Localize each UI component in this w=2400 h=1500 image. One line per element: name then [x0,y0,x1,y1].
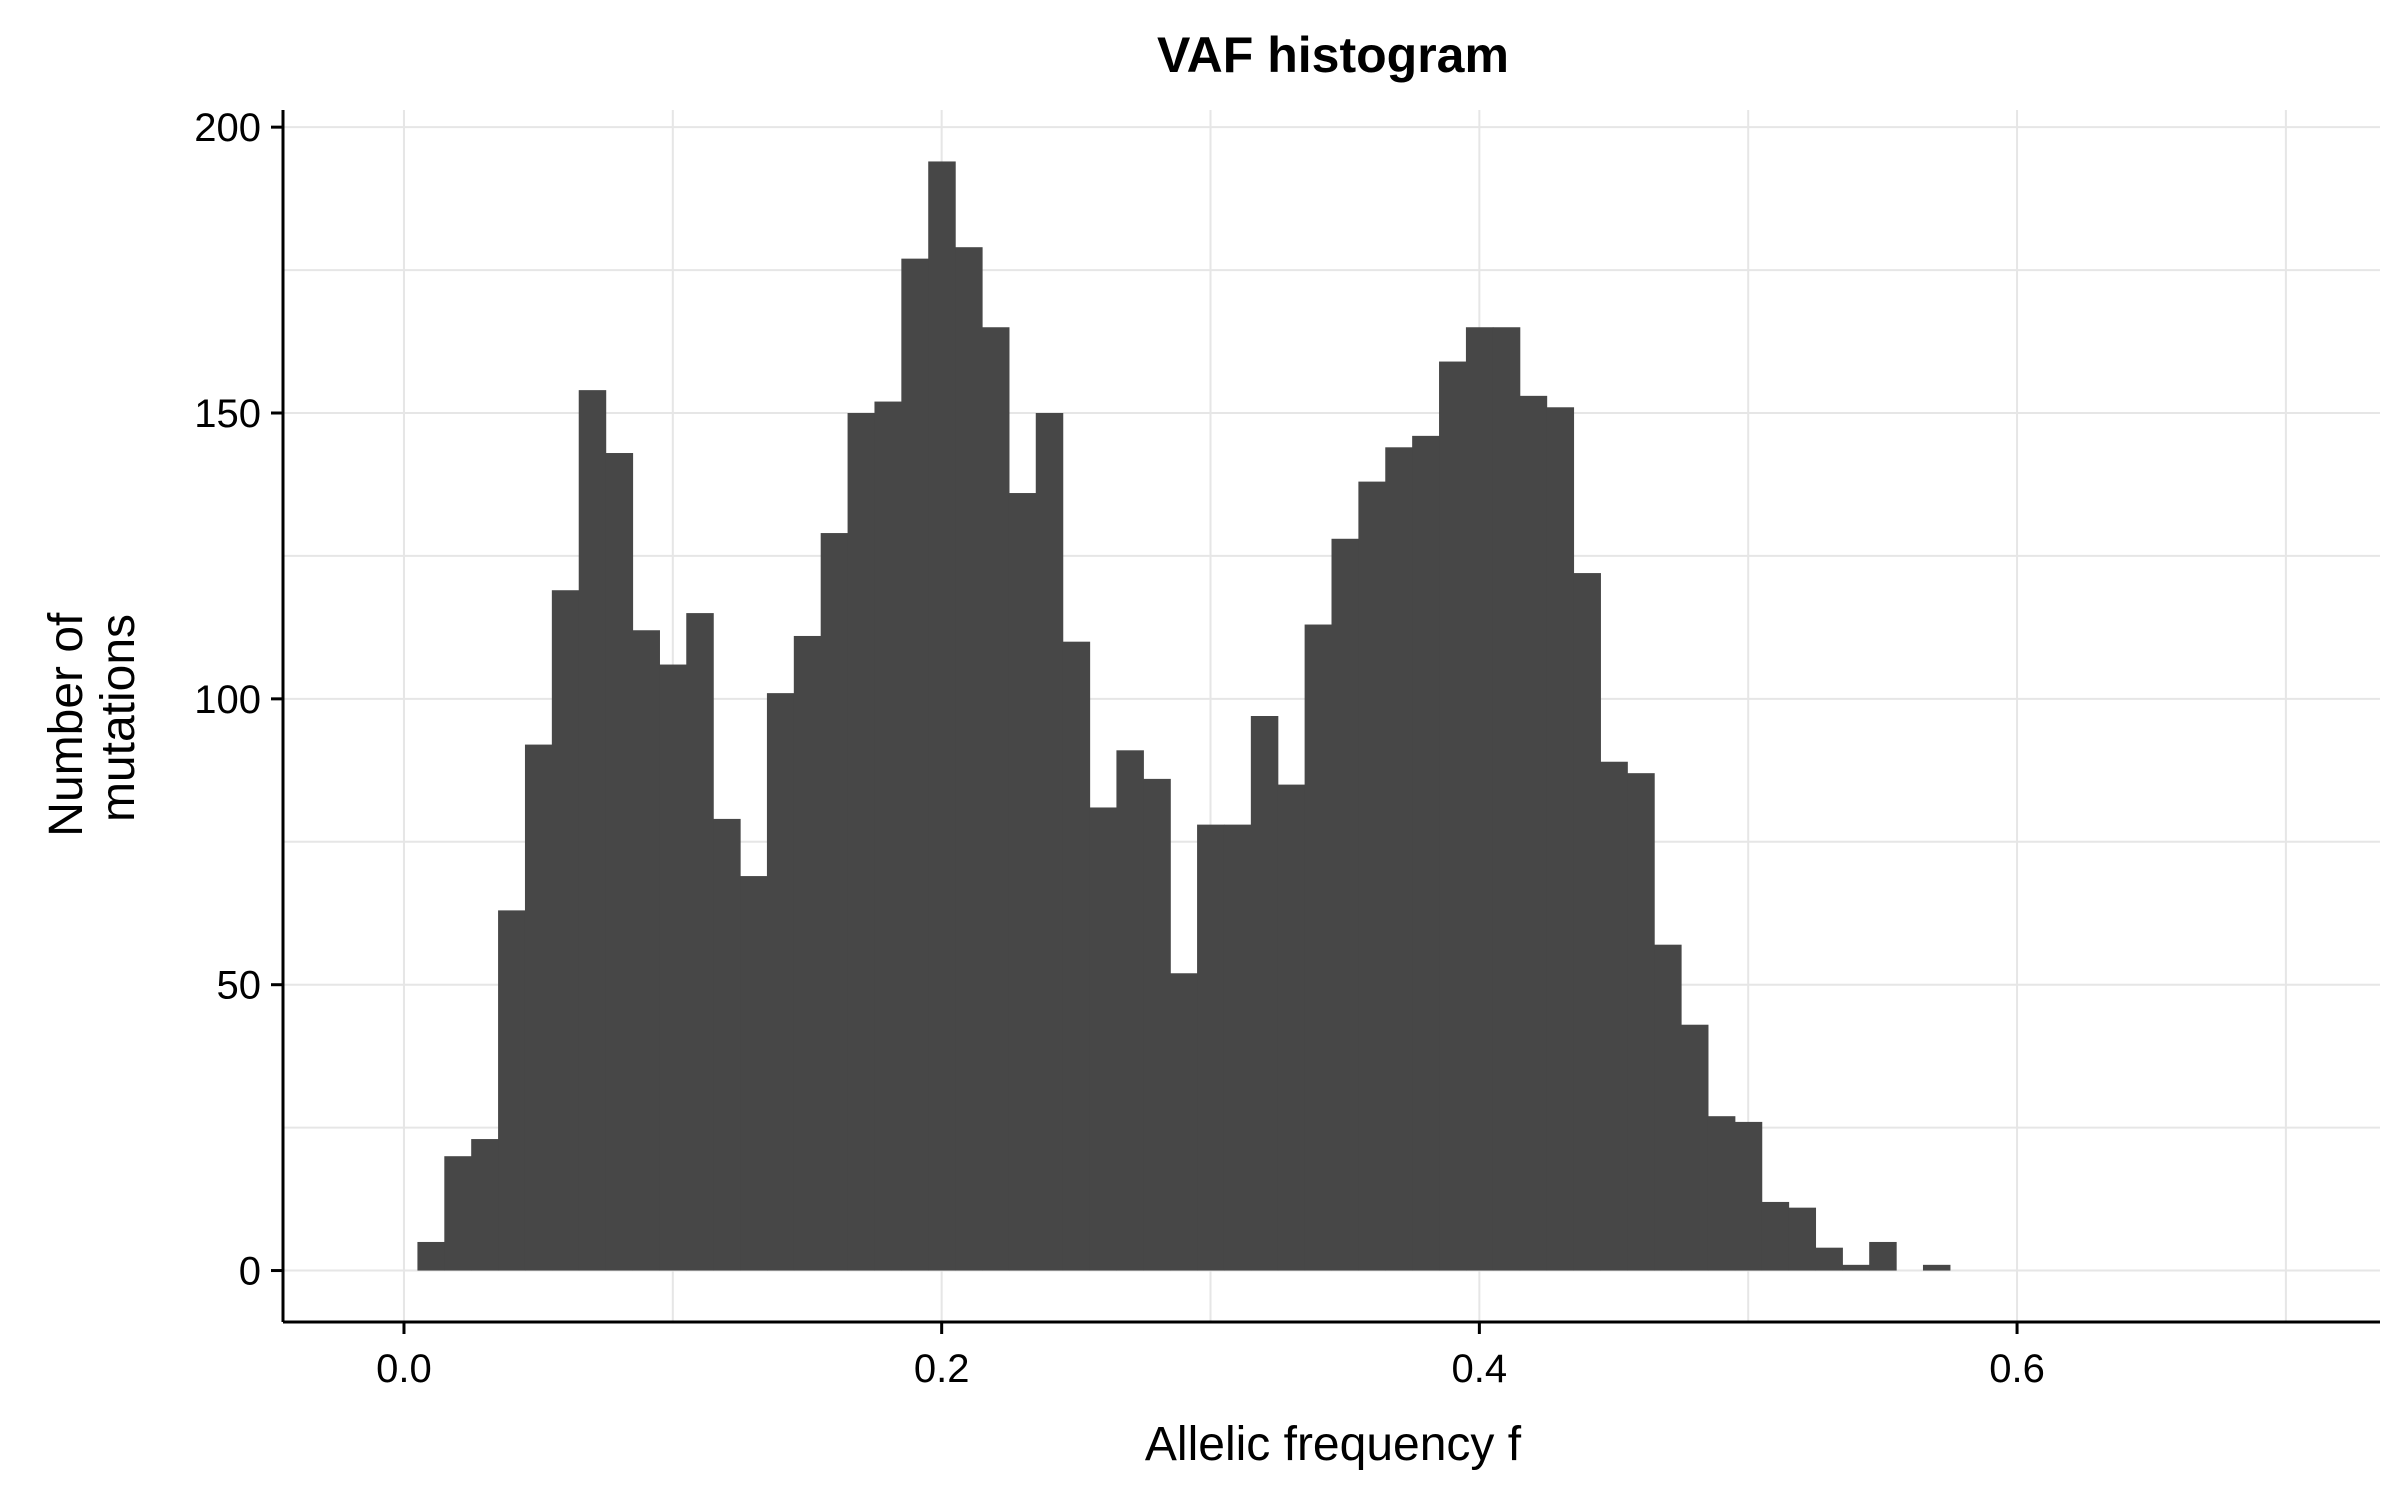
histogram-bar [1546,407,1575,1271]
histogram-bar [874,401,902,1271]
x-tick-label: 0.4 [1452,1347,1508,1391]
histogram-bar [1197,824,1225,1271]
histogram-bar [1761,1201,1790,1271]
histogram-bar [417,1241,445,1271]
histogram-bar [713,818,741,1271]
histogram-bar [766,693,795,1271]
histogram-bar [1815,1247,1843,1271]
histogram-bar [901,258,929,1271]
y-tick-label: 50 [217,964,262,1008]
histogram-bar [928,161,956,1271]
x-tick-label: 0.6 [1989,1347,2045,1391]
y-tick-label: 200 [194,106,261,150]
histogram-bar [1250,716,1279,1271]
x-tick-label: 0.0 [376,1347,432,1391]
histogram-bar [1707,1116,1736,1271]
histogram-bar [982,327,1010,1271]
histogram-bar [1869,1241,1897,1271]
histogram-bar [1465,327,1494,1271]
histogram-bar [686,613,714,1271]
axes: 0.0 0.2 0.4 0.6 0 50 100 150 200 [194,106,2380,1391]
histogram-bar [1062,641,1091,1271]
histogram-bar [632,630,660,1271]
histogram-bar [659,664,687,1271]
y-tick-label: 150 [194,392,261,436]
histogram-bar [1223,824,1252,1271]
histogram-bar [444,1156,472,1271]
histogram-bar [1412,435,1440,1271]
histogram-bar [1734,1121,1763,1271]
histogram-bar [847,413,876,1271]
histogram-bar [1573,573,1601,1271]
histogram-bars [417,161,1951,1271]
chart-title: VAF histogram [1157,27,1509,83]
y-axis-label: Number of mutations [40,599,145,836]
y-tick-label: 0 [239,1250,261,1294]
y-axis-label-line-2: mutations [92,614,145,822]
histogram-bar [1170,973,1198,1271]
histogram-bar [1358,481,1386,1271]
histogram-bar [1600,761,1628,1271]
histogram-bar [1627,773,1655,1271]
histogram-bar [1654,944,1682,1271]
histogram-bar [1331,538,1359,1271]
histogram-bar [820,533,849,1271]
histogram-bar [740,876,768,1271]
histogram-bar [1439,361,1467,1271]
histogram-bar [1492,327,1521,1271]
histogram-bar [1681,1024,1709,1271]
histogram-bar [1089,807,1118,1271]
histogram-bar [524,744,553,1271]
x-axis-label: Allelic frequency f [1145,1418,1522,1471]
y-tick-label: 100 [194,678,261,722]
histogram-bar [551,590,580,1271]
histogram-bar [1385,447,1413,1271]
histogram-bar [1922,1264,1951,1271]
x-tick-label: 0.2 [914,1347,970,1391]
histogram-bar [955,247,983,1271]
histogram-bar [1788,1207,1817,1271]
histogram-bar [1842,1264,1870,1271]
histogram-bar [605,453,634,1271]
histogram-bar [1277,784,1306,1271]
histogram-bar [1008,493,1037,1271]
histogram-bar [1116,750,1144,1271]
histogram-bar [498,910,526,1271]
histogram-bar [578,390,607,1271]
histogram-bar [471,1139,499,1271]
histogram-bar [1035,413,1064,1271]
histogram-bar [1304,624,1333,1271]
y-axis-label-line-1: Number of [40,612,93,837]
histogram-bar [1143,778,1171,1271]
histogram-bar [1519,395,1548,1271]
histogram-bar [793,635,822,1271]
